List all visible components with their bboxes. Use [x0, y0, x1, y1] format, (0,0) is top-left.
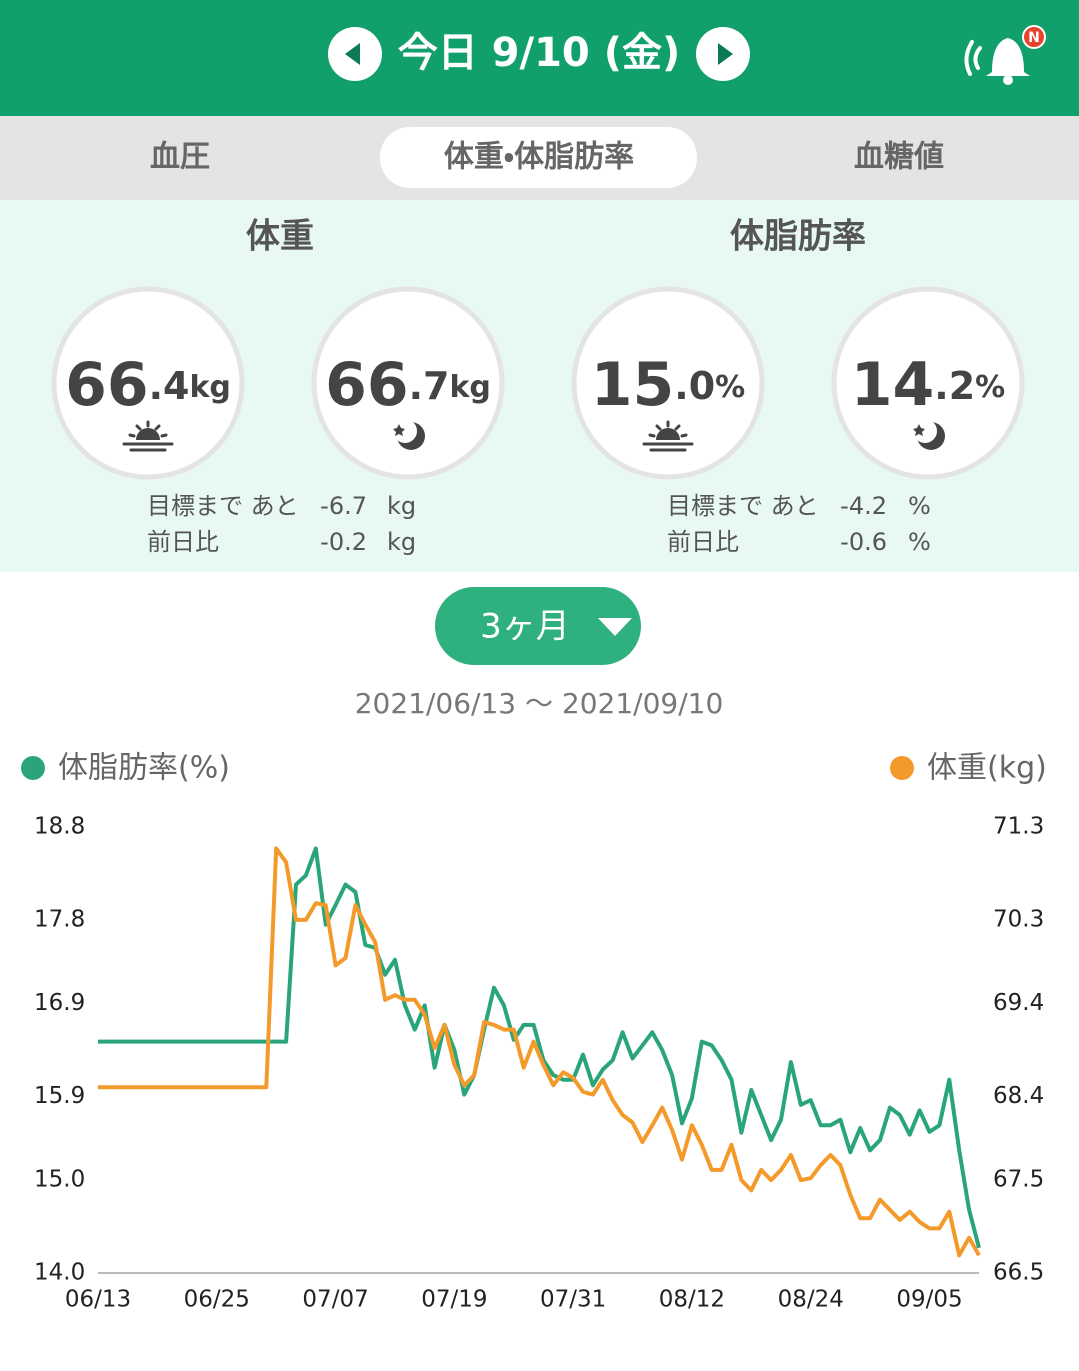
y-tick-label: 14.0 — [34, 1260, 85, 1286]
active-tab-pill — [380, 127, 697, 188]
reading-circle — [571, 286, 765, 480]
x-tick-label: 06/25 — [184, 1287, 250, 1313]
reading-unit: % — [975, 370, 1005, 405]
series-line — [98, 846, 981, 1249]
y-tick-label: 15.9 — [34, 1083, 85, 1109]
y2-tick-label: 71.3 — [993, 814, 1044, 840]
diff-value: -0.6 — [840, 528, 887, 556]
y2-tick-label: 69.4 — [993, 990, 1044, 1016]
diff-label: 前日比 — [667, 528, 739, 556]
x-tick-label: 09/05 — [896, 1287, 962, 1313]
reading-unit: % — [715, 370, 745, 405]
x-tick-label: 07/31 — [540, 1287, 606, 1313]
diff-value: -0.2 — [320, 528, 367, 556]
next-day-button[interactable] — [696, 27, 750, 81]
goal-unit: kg — [387, 492, 416, 520]
reading-dec: .4 — [149, 364, 190, 408]
prev-day-button[interactable] — [328, 27, 382, 81]
notification-bell[interactable]: N — [964, 25, 1046, 85]
diff-unit: % — [908, 528, 931, 556]
legend-label: 体脂肪率(%) — [58, 751, 230, 786]
goal-label: 目標まで あと — [667, 492, 819, 520]
x-tick-label: 06/13 — [65, 1287, 131, 1313]
x-tick-label: 08/12 — [659, 1287, 725, 1313]
legend-marker — [890, 756, 914, 780]
y-tick-label: 18.8 — [34, 814, 85, 840]
reading-value: 66.7kg — [325, 350, 491, 420]
tab[interactable]: 血圧 — [150, 140, 210, 175]
date-range: 2021/06/13 〜 2021/09/10 — [355, 687, 724, 720]
reading-int: 66 — [65, 350, 149, 420]
tab[interactable]: 体重・体脂肪率 — [444, 140, 634, 175]
goal-label: 目標まで あと — [147, 492, 299, 520]
y-tick-label: 15.0 — [34, 1167, 85, 1193]
reading-value: 66.4kg — [65, 350, 231, 420]
reading-int: 15 — [591, 350, 675, 420]
goal-value: -6.7 — [320, 492, 367, 520]
period-label: 3ヶ月 — [480, 607, 570, 647]
y-tick-label: 17.8 — [34, 906, 85, 932]
header-bar — [0, 0, 1079, 116]
goal-unit: % — [908, 492, 931, 520]
reading-unit: kg — [189, 370, 230, 405]
legend-marker — [21, 756, 45, 780]
x-tick-label: 08/24 — [778, 1287, 844, 1313]
tab[interactable]: 血糖値 — [854, 140, 944, 175]
section-title: 体重 — [246, 217, 314, 257]
badge: N — [1028, 30, 1040, 46]
y-tick-label: 16.9 — [34, 990, 85, 1016]
diff-label: 前日比 — [147, 528, 219, 556]
series-line — [98, 846, 981, 1258]
goal-value: -4.2 — [840, 492, 887, 520]
reading-unit: kg — [449, 370, 490, 405]
reading-dec: .2 — [934, 364, 975, 408]
x-tick-label: 07/07 — [302, 1287, 368, 1313]
reading-dec: .7 — [409, 364, 450, 408]
y2-tick-label: 66.5 — [993, 1260, 1044, 1286]
reading-circle — [51, 286, 245, 480]
reading-int: 14 — [851, 350, 935, 420]
reading-dec: .0 — [674, 364, 715, 408]
legend-label: 体重(kg) — [927, 751, 1047, 786]
reading-int: 66 — [325, 350, 409, 420]
y2-tick-label: 70.3 — [993, 906, 1044, 932]
reading-circle — [311, 286, 505, 480]
y2-tick-label: 67.5 — [993, 1167, 1044, 1193]
y2-tick-label: 68.4 — [993, 1083, 1044, 1109]
header-title: 今日 9/10 (金) — [398, 30, 681, 76]
reading-value: 15.0% — [591, 350, 745, 420]
x-tick-label: 07/19 — [421, 1287, 487, 1313]
reading-value: 14.2% — [851, 350, 1005, 420]
diff-unit: kg — [387, 528, 416, 556]
reading-circle — [831, 286, 1025, 480]
period-dropdown[interactable]: 3ヶ月 — [435, 587, 641, 665]
section-title: 体脂肪率 — [730, 217, 866, 257]
